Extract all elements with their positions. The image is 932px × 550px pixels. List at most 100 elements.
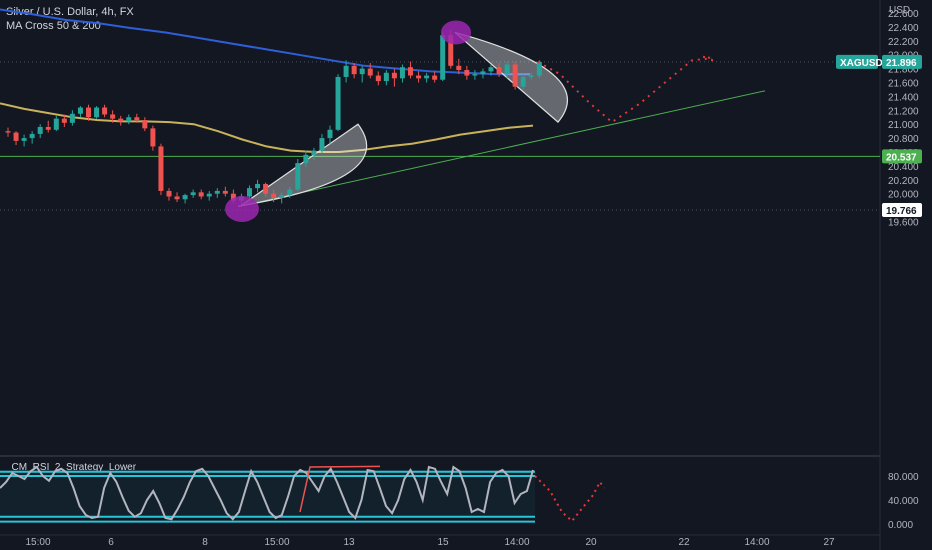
price-tick-label: 20.000 (888, 190, 919, 201)
candle-body (480, 71, 486, 75)
candle (174, 192, 180, 203)
candle-body (327, 129, 333, 139)
candle (327, 125, 333, 144)
candle (375, 71, 381, 86)
candle-body (158, 146, 164, 191)
candle-body (303, 154, 309, 164)
candle (37, 124, 43, 139)
price-tick-label: 20.200 (888, 176, 919, 187)
time-tick-label: 14:00 (504, 537, 529, 548)
time-tick-label: 6 (108, 537, 114, 548)
candle (69, 110, 75, 126)
fib-arc-lower (237, 123, 368, 207)
candle-body (37, 126, 43, 134)
level-price-label-bg (882, 149, 922, 164)
candle (416, 71, 422, 83)
price-tick-label: 22.400 (888, 23, 919, 34)
candle-body (440, 35, 446, 80)
candle-body (69, 113, 75, 123)
candle (190, 189, 196, 198)
candle (94, 106, 100, 119)
rsi-tick-label: 40.000 (888, 496, 919, 507)
time-tick-label: 27 (823, 537, 835, 548)
level-price-label: 20.537 (886, 152, 917, 163)
time-tick-label: 14:00 (744, 537, 769, 548)
candle (61, 114, 67, 127)
candle-body (198, 192, 204, 197)
candle-body (448, 35, 454, 66)
candle (295, 158, 301, 191)
candle-body (343, 65, 349, 77)
candle (335, 74, 341, 132)
candle (528, 72, 534, 80)
candle-body (77, 107, 83, 114)
low-price-label: 19.766 (886, 206, 917, 217)
candle-body (255, 183, 261, 189)
candle-body (142, 120, 148, 129)
price-tick-label: 21.400 (888, 92, 919, 103)
candle-body (21, 138, 27, 141)
candle (496, 63, 502, 77)
candle-body (424, 75, 430, 79)
candle-body (528, 75, 534, 77)
time-tick-label: 8 (202, 537, 208, 548)
candle (77, 106, 83, 118)
candle-body (512, 64, 518, 87)
candle-body (287, 189, 293, 196)
candle (520, 74, 526, 90)
candle-body (383, 72, 389, 82)
candle-body (456, 65, 462, 70)
candle-body (126, 117, 132, 122)
price-tick-label: 22.600 (888, 9, 919, 20)
price-tick-label: 21.200 (888, 106, 919, 117)
candle-body (391, 72, 397, 79)
candle-body (190, 192, 196, 196)
candle-body (408, 67, 413, 76)
candle (142, 117, 148, 132)
time-tick-label: 15:00 (25, 537, 50, 548)
currency-label: USD (889, 5, 910, 16)
candle-body (464, 69, 470, 76)
candle-body (214, 190, 220, 194)
candle (456, 58, 462, 75)
candle (158, 143, 164, 196)
candle (512, 61, 518, 90)
candle-body (271, 193, 277, 198)
candle-body (61, 118, 67, 123)
candle (367, 63, 373, 79)
fib-arc-upper (454, 31, 569, 123)
candle-body (472, 74, 478, 76)
candle (182, 193, 188, 204)
candle (391, 68, 397, 87)
price-tick-label: 21.800 (888, 65, 919, 76)
price-tick-label: 22.200 (888, 37, 919, 48)
candle-body (5, 131, 11, 133)
price-projection-path (537, 57, 713, 124)
candle (408, 61, 413, 79)
candle (311, 147, 317, 161)
candle-body (399, 67, 405, 79)
candle (399, 64, 405, 83)
time-tick-label: 13 (343, 537, 355, 548)
candle-body (263, 183, 269, 194)
price-tick-label: 20.400 (888, 162, 919, 173)
rsi-band-fill (0, 470, 535, 518)
candle (5, 127, 11, 137)
candle-body (182, 195, 188, 200)
time-tick-label: 22 (678, 537, 690, 548)
candle (287, 186, 293, 198)
candle-body (520, 76, 526, 87)
candle (432, 71, 438, 83)
candle-body (102, 107, 108, 115)
candle (424, 72, 430, 83)
candle (134, 113, 140, 123)
price-tick-label: 21.000 (888, 120, 919, 131)
rsi-projection-path (534, 475, 605, 523)
candle-body (118, 118, 124, 122)
low-price-label-bg (882, 202, 922, 217)
rsi-signal-segment (299, 465, 381, 513)
candle (303, 150, 309, 168)
candle-body (206, 193, 212, 197)
candle (126, 114, 132, 125)
